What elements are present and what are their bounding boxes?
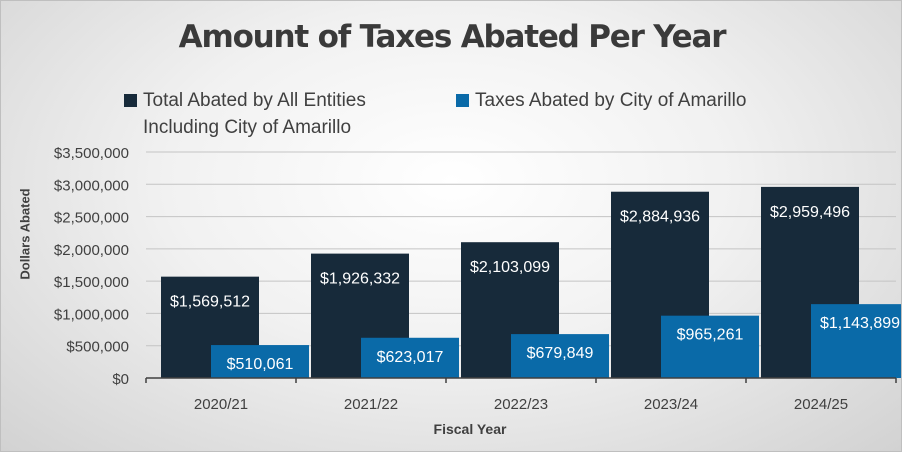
x-tick-label: 2023/24 (644, 396, 698, 413)
y-tick-label: $2,500,000 (54, 210, 129, 227)
legend-swatch-total (124, 94, 137, 107)
x-tick-label: 2024/25 (794, 396, 848, 413)
y-tick-label: $0 (112, 371, 129, 388)
bar-city (811, 304, 901, 378)
data-label-total: $2,884,936 (620, 209, 700, 226)
chart-title: Amount of Taxes Abated Per Year (178, 19, 727, 55)
y-tick-label: $3,000,000 (54, 177, 129, 194)
x-tick-label: 2020/21 (194, 396, 248, 413)
data-label-total: $1,569,512 (170, 294, 250, 311)
x-tick-label: 2022/23 (494, 396, 548, 413)
x-tick-label: 2021/22 (344, 396, 398, 413)
legend-swatch-city (456, 94, 469, 107)
data-label-city: $679,849 (527, 345, 594, 362)
data-label-city: $623,017 (377, 349, 444, 366)
data-label-total: $2,959,496 (770, 204, 850, 221)
y-tick-label: $1,000,000 (54, 306, 129, 323)
legend-label-total: Total Abated by All Entities Including C… (143, 90, 366, 138)
legend-item-city: Taxes Abated by City of Amarillo (456, 87, 816, 114)
legend-label-city: Taxes Abated by City of Amarillo (475, 90, 747, 111)
bar-city (211, 345, 309, 378)
data-label-total: $2,103,099 (470, 259, 550, 276)
x-axis-title: Fiscal Year (433, 421, 507, 437)
legend-item-total: Total Abated by All Entities Including C… (124, 87, 424, 141)
bar-city (661, 315, 759, 378)
y-tick-label: $1,500,000 (54, 274, 129, 291)
data-label-city: $965,261 (677, 327, 744, 344)
data-label-city: $510,061 (227, 356, 294, 373)
data-label-city: $1,143,899 (820, 315, 900, 332)
y-tick-label: $2,000,000 (54, 242, 129, 259)
bar-city (361, 337, 459, 378)
y-tick-label: $500,000 (66, 339, 129, 356)
bar-city (511, 334, 609, 378)
data-label-total: $1,926,332 (320, 271, 400, 288)
y-tick-label: $3,500,000 (54, 145, 129, 162)
